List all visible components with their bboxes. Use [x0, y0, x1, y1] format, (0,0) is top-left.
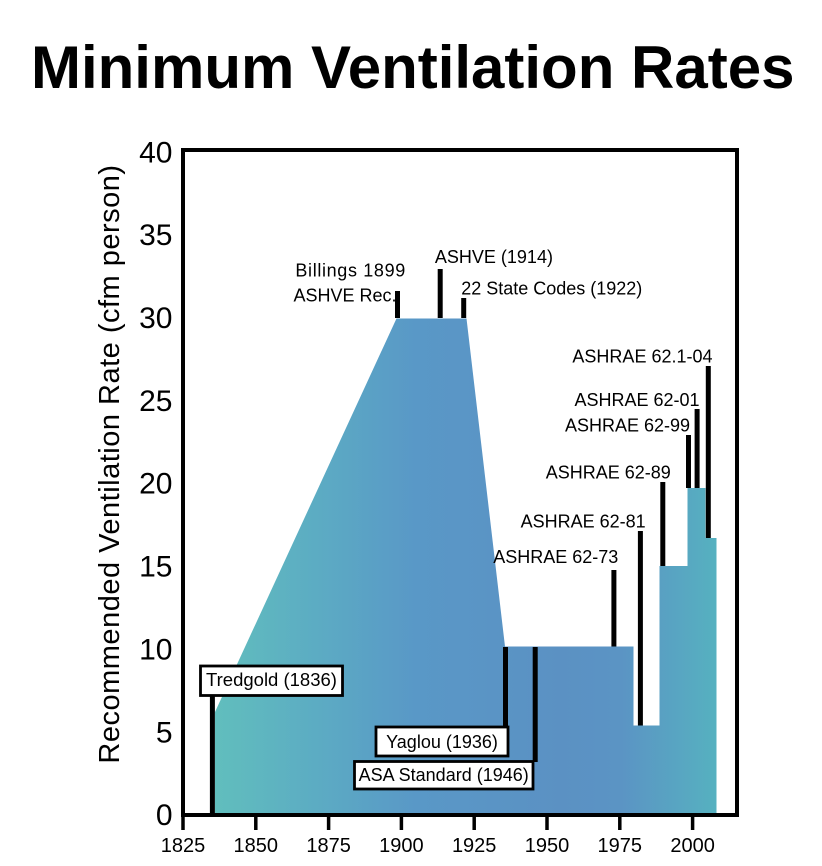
svg-text:Billings 1899: Billings 1899: [295, 261, 406, 281]
svg-text:5: 5: [156, 716, 173, 749]
svg-text:20: 20: [139, 468, 172, 501]
svg-text:40: 40: [139, 136, 172, 169]
svg-text:30: 30: [139, 302, 172, 335]
svg-text:ASHRAE 62-89: ASHRAE 62-89: [546, 463, 671, 483]
svg-text:ASHRAE 62-73: ASHRAE 62-73: [493, 547, 618, 567]
svg-text:1925: 1925: [452, 835, 497, 857]
svg-text:1825: 1825: [161, 835, 206, 857]
svg-text:Yaglou (1936): Yaglou (1936): [386, 732, 498, 752]
svg-text:10: 10: [139, 634, 172, 667]
svg-text:1900: 1900: [379, 835, 424, 857]
svg-text:ASHVE (1914): ASHVE (1914): [435, 247, 553, 267]
svg-text:Recommended Ventilation Rate (: Recommended Ventilation Rate (cfm person…: [94, 164, 126, 763]
svg-text:25: 25: [139, 385, 172, 418]
svg-text:ASHRAE 62-99: ASHRAE 62-99: [565, 416, 690, 436]
svg-text:2000: 2000: [670, 835, 715, 857]
svg-text:ASHVE Rec.: ASHVE Rec.: [294, 286, 397, 306]
svg-text:1950: 1950: [525, 835, 570, 857]
svg-text:Minimum Ventilation Rates: Minimum Ventilation Rates: [31, 34, 794, 101]
svg-text:15: 15: [139, 551, 172, 584]
svg-text:35: 35: [139, 219, 172, 252]
svg-text:1875: 1875: [306, 835, 351, 857]
svg-text:Tredgold (1836): Tredgold (1836): [206, 669, 337, 690]
svg-text:ASA Standard (1946): ASA Standard (1946): [359, 765, 529, 785]
svg-text:ASHRAE 62-01: ASHRAE 62-01: [574, 390, 699, 410]
svg-text:ASHRAE 62.1-04: ASHRAE 62.1-04: [572, 347, 712, 367]
svg-text:22 State Codes (1922): 22 State Codes (1922): [461, 279, 642, 299]
svg-text:0: 0: [156, 799, 173, 832]
svg-text:1975: 1975: [598, 835, 643, 857]
svg-text:ASHRAE 62-81: ASHRAE 62-81: [521, 512, 646, 532]
svg-text:1850: 1850: [234, 835, 279, 857]
